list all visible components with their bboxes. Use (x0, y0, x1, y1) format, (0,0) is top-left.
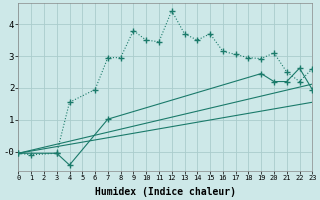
X-axis label: Humidex (Indice chaleur): Humidex (Indice chaleur) (95, 186, 236, 197)
